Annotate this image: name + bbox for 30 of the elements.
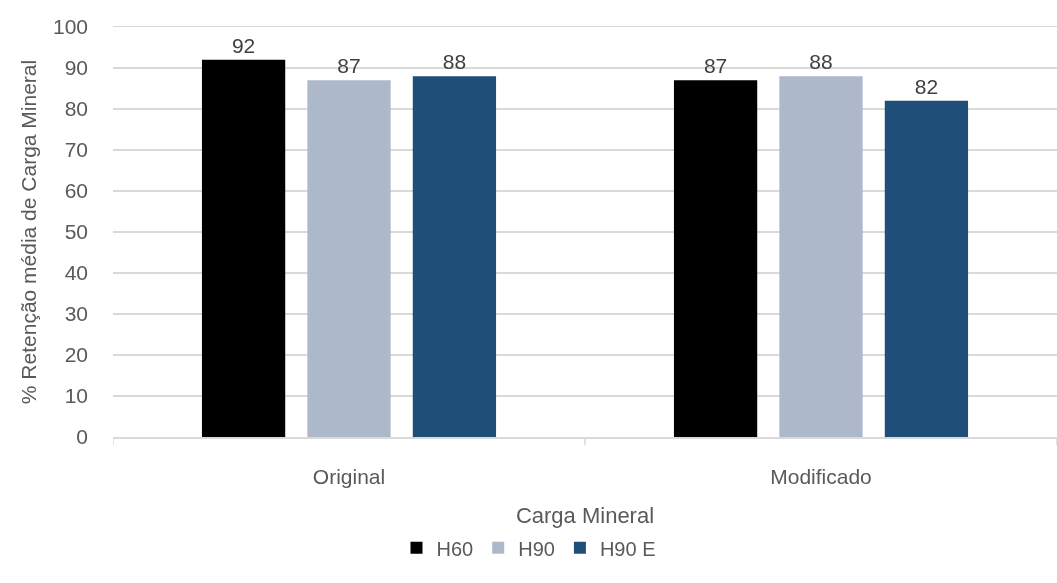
y-tick-label: 60 [64, 179, 88, 203]
data-label: 87 [337, 54, 361, 78]
x-tick-label: Original [312, 464, 386, 488]
y-tick-label: 40 [64, 261, 88, 285]
data-label: 82 [914, 74, 939, 98]
legend-label: H60 [436, 537, 474, 560]
data-label: 88 [442, 50, 467, 74]
data-label: 87 [703, 54, 728, 78]
x-tick-label: Modificado [770, 464, 872, 488]
x-axis-title: Carga Mineral [515, 503, 655, 529]
y-tick-label: 90 [64, 56, 88, 80]
y-tick-label: 100 [52, 15, 88, 39]
bar [779, 76, 863, 437]
y-axis-title: % Retenção média de Carga Mineral [17, 59, 41, 405]
y-tick-label: 30 [64, 302, 88, 326]
data-label: 92 [231, 33, 256, 57]
y-tick-label: 80 [64, 97, 88, 121]
data-label: 88 [809, 50, 833, 74]
y-tick-label: 20 [64, 343, 88, 367]
bar [884, 100, 969, 437]
bar [307, 80, 391, 437]
bar [201, 59, 286, 437]
y-tick-label: 70 [64, 138, 88, 162]
y-tick-label: 0 [76, 425, 88, 449]
legend-label: H90 E [599, 537, 656, 560]
y-tick-label: 10 [64, 384, 88, 408]
legend-label: H90 [518, 537, 555, 560]
y-tick-label: 50 [64, 220, 88, 244]
bar [412, 76, 497, 437]
bar [673, 80, 758, 437]
